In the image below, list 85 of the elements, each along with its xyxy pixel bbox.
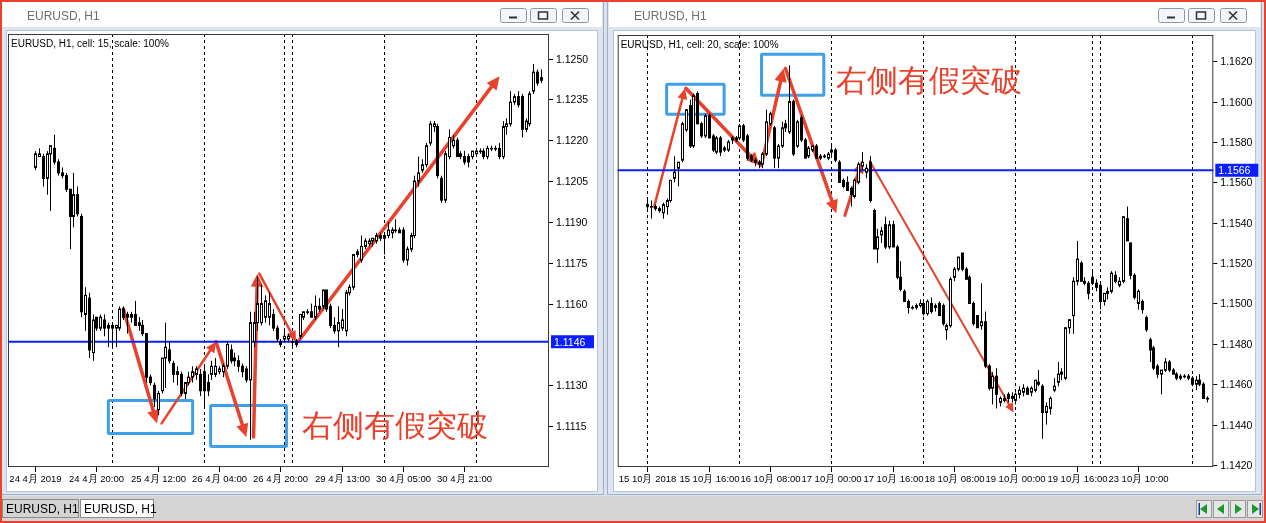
x-tick-label: 24 4月 2019 — [9, 473, 62, 484]
y-tick-label: 1.1600 — [1220, 96, 1253, 108]
candlestick — [103, 314, 106, 337]
y-tick-label: 1.1220 — [556, 134, 589, 146]
x-tick-label: 16 10月 08:00 — [740, 473, 801, 484]
y-tick-label: 1.1130 — [556, 379, 588, 391]
x-tick-label: 30 4月 05:00 — [376, 473, 431, 484]
x-tick-label: 23 10月 10:00 — [1108, 473, 1169, 484]
candlestick — [677, 161, 680, 187]
chart-title: EURUSD, H1 — [27, 9, 101, 23]
candlestick — [673, 155, 676, 183]
x-tick-label: 18 10月 08:00 — [924, 473, 985, 484]
candlestick — [429, 120, 432, 147]
x-tick-label: 24 4月 20:00 — [69, 473, 124, 484]
x-tick-label: 29 4月 13:00 — [315, 473, 370, 484]
candlestick — [1080, 260, 1083, 282]
x-tick-label: 17 10月 16:00 — [863, 473, 924, 484]
x-tick-label: 15 10月 16:00 — [679, 473, 740, 484]
y-tick-label: 1.1540 — [1220, 217, 1253, 229]
candlestick — [260, 284, 263, 326]
y-tick-label: 1.1560 — [1220, 176, 1253, 188]
candlestick — [118, 305, 121, 332]
x-tick-label: 17 10月 00:00 — [801, 473, 862, 484]
candlestick — [264, 294, 267, 324]
y-tick-label: 1.1420 — [1220, 459, 1253, 471]
y-tick-label: 1.1480 — [1220, 338, 1253, 350]
candlestick — [164, 322, 167, 389]
x-tick-label: 26 4月 20:00 — [253, 473, 308, 484]
annotation: 右侧有假突破 — [836, 62, 1022, 98]
y-tick-label: 1.1440 — [1220, 419, 1253, 431]
candlestick — [322, 289, 325, 310]
candlestick — [153, 382, 156, 408]
candlestick — [180, 371, 183, 397]
candlestick — [1087, 280, 1090, 300]
ref-line-label: 1.1566 — [1218, 164, 1251, 177]
x-tick-label: 19 10月 00:00 — [985, 473, 1046, 484]
chart-subtitle: EURUSD, H1, cell: 15, scale: 100% — [11, 38, 169, 49]
candlestick — [360, 235, 363, 264]
y-tick-label: 1.1190 — [556, 216, 588, 228]
candlestick — [76, 186, 79, 217]
candlestick — [719, 135, 722, 157]
chart-title: EURUSD, H1 — [634, 9, 708, 23]
candlestick — [134, 300, 137, 326]
y-tick-label: 1.1250 — [556, 53, 589, 65]
candlestick — [168, 341, 171, 365]
y-tick-label: 1.1115 — [556, 420, 587, 432]
candlestick — [42, 153, 45, 187]
y-tick-label: 1.1620 — [1220, 55, 1253, 67]
candlestick — [838, 159, 841, 183]
candlestick — [268, 292, 271, 326]
x-tick-label: 26 4月 04:00 — [192, 473, 247, 484]
candlestick — [199, 368, 202, 397]
y-tick-label: 1.1205 — [556, 175, 589, 187]
candlestick — [704, 113, 707, 139]
x-tick-label: 19 10月 16:00 — [1047, 473, 1108, 484]
candlestick — [314, 294, 317, 321]
candlestick — [509, 90, 512, 128]
y-tick-label: 1.1175 — [556, 257, 588, 269]
y-tick-label: 1.1500 — [1220, 297, 1253, 309]
annotation: 右侧有假突破 — [302, 407, 488, 443]
x-tick-label: 25 4月 12:00 — [131, 473, 186, 484]
y-tick-label: 1.1580 — [1220, 136, 1253, 148]
candlestick — [715, 135, 718, 155]
candlestick — [337, 305, 340, 348]
candlestick — [650, 200, 653, 220]
chart-subtitle: EURUSD, H1, cell: 20, scale: 100% — [620, 39, 779, 50]
candlestick — [107, 322, 110, 348]
ref-line-label: 1.1146 — [554, 335, 586, 348]
candlestick — [126, 311, 129, 335]
x-tick-label: 15 10月 2018 — [618, 473, 677, 484]
candlestick — [1110, 270, 1113, 294]
x-tick-label: 30 4月 21:00 — [437, 473, 492, 484]
candlestick — [1049, 395, 1052, 416]
candlestick — [214, 357, 217, 378]
y-tick-label: 1.1460 — [1220, 378, 1253, 390]
y-tick-label: 1.1520 — [1220, 257, 1253, 269]
candlestick — [172, 360, 175, 384]
candlestick — [299, 314, 302, 340]
candlestick — [532, 63, 535, 95]
candlestick — [226, 341, 229, 370]
y-tick-label: 1.1160 — [556, 298, 588, 310]
y-tick-label: 1.1235 — [556, 93, 589, 105]
candlestick — [425, 142, 428, 168]
candlestick — [72, 172, 75, 228]
candlestick — [34, 150, 37, 171]
